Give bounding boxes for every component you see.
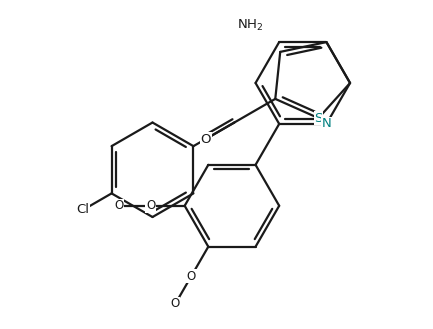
Text: S: S xyxy=(314,112,323,125)
Text: N: N xyxy=(322,117,331,130)
Text: NH$_2$: NH$_2$ xyxy=(237,17,264,33)
Text: Cl: Cl xyxy=(77,203,90,216)
Text: O: O xyxy=(171,297,180,311)
Text: O: O xyxy=(200,133,211,145)
Text: O: O xyxy=(187,270,196,283)
Text: O: O xyxy=(146,199,155,212)
Text: O: O xyxy=(114,199,123,212)
